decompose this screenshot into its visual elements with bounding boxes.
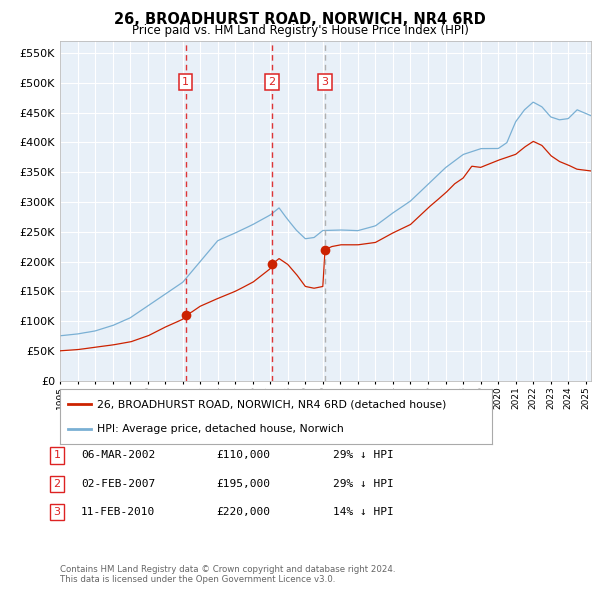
Text: 26, BROADHURST ROAD, NORWICH, NR4 6RD: 26, BROADHURST ROAD, NORWICH, NR4 6RD xyxy=(114,12,486,27)
Text: 29% ↓ HPI: 29% ↓ HPI xyxy=(333,451,394,460)
Text: 2: 2 xyxy=(53,479,61,489)
Text: 29% ↓ HPI: 29% ↓ HPI xyxy=(333,479,394,489)
Text: £195,000: £195,000 xyxy=(216,479,270,489)
Text: £220,000: £220,000 xyxy=(216,507,270,517)
Text: 1: 1 xyxy=(53,451,61,460)
Text: 2: 2 xyxy=(268,77,275,87)
Text: 1: 1 xyxy=(182,77,190,87)
Text: 06-MAR-2002: 06-MAR-2002 xyxy=(81,451,155,460)
Text: 14% ↓ HPI: 14% ↓ HPI xyxy=(333,507,394,517)
Text: Contains HM Land Registry data © Crown copyright and database right 2024.
This d: Contains HM Land Registry data © Crown c… xyxy=(60,565,395,584)
Text: 26, BROADHURST ROAD, NORWICH, NR4 6RD (detached house): 26, BROADHURST ROAD, NORWICH, NR4 6RD (d… xyxy=(97,399,446,409)
Text: 3: 3 xyxy=(322,77,328,87)
Text: £110,000: £110,000 xyxy=(216,451,270,460)
Text: 3: 3 xyxy=(53,507,61,517)
Text: Price paid vs. HM Land Registry's House Price Index (HPI): Price paid vs. HM Land Registry's House … xyxy=(131,24,469,37)
Text: 02-FEB-2007: 02-FEB-2007 xyxy=(81,479,155,489)
Text: 11-FEB-2010: 11-FEB-2010 xyxy=(81,507,155,517)
Text: HPI: Average price, detached house, Norwich: HPI: Average price, detached house, Norw… xyxy=(97,424,343,434)
